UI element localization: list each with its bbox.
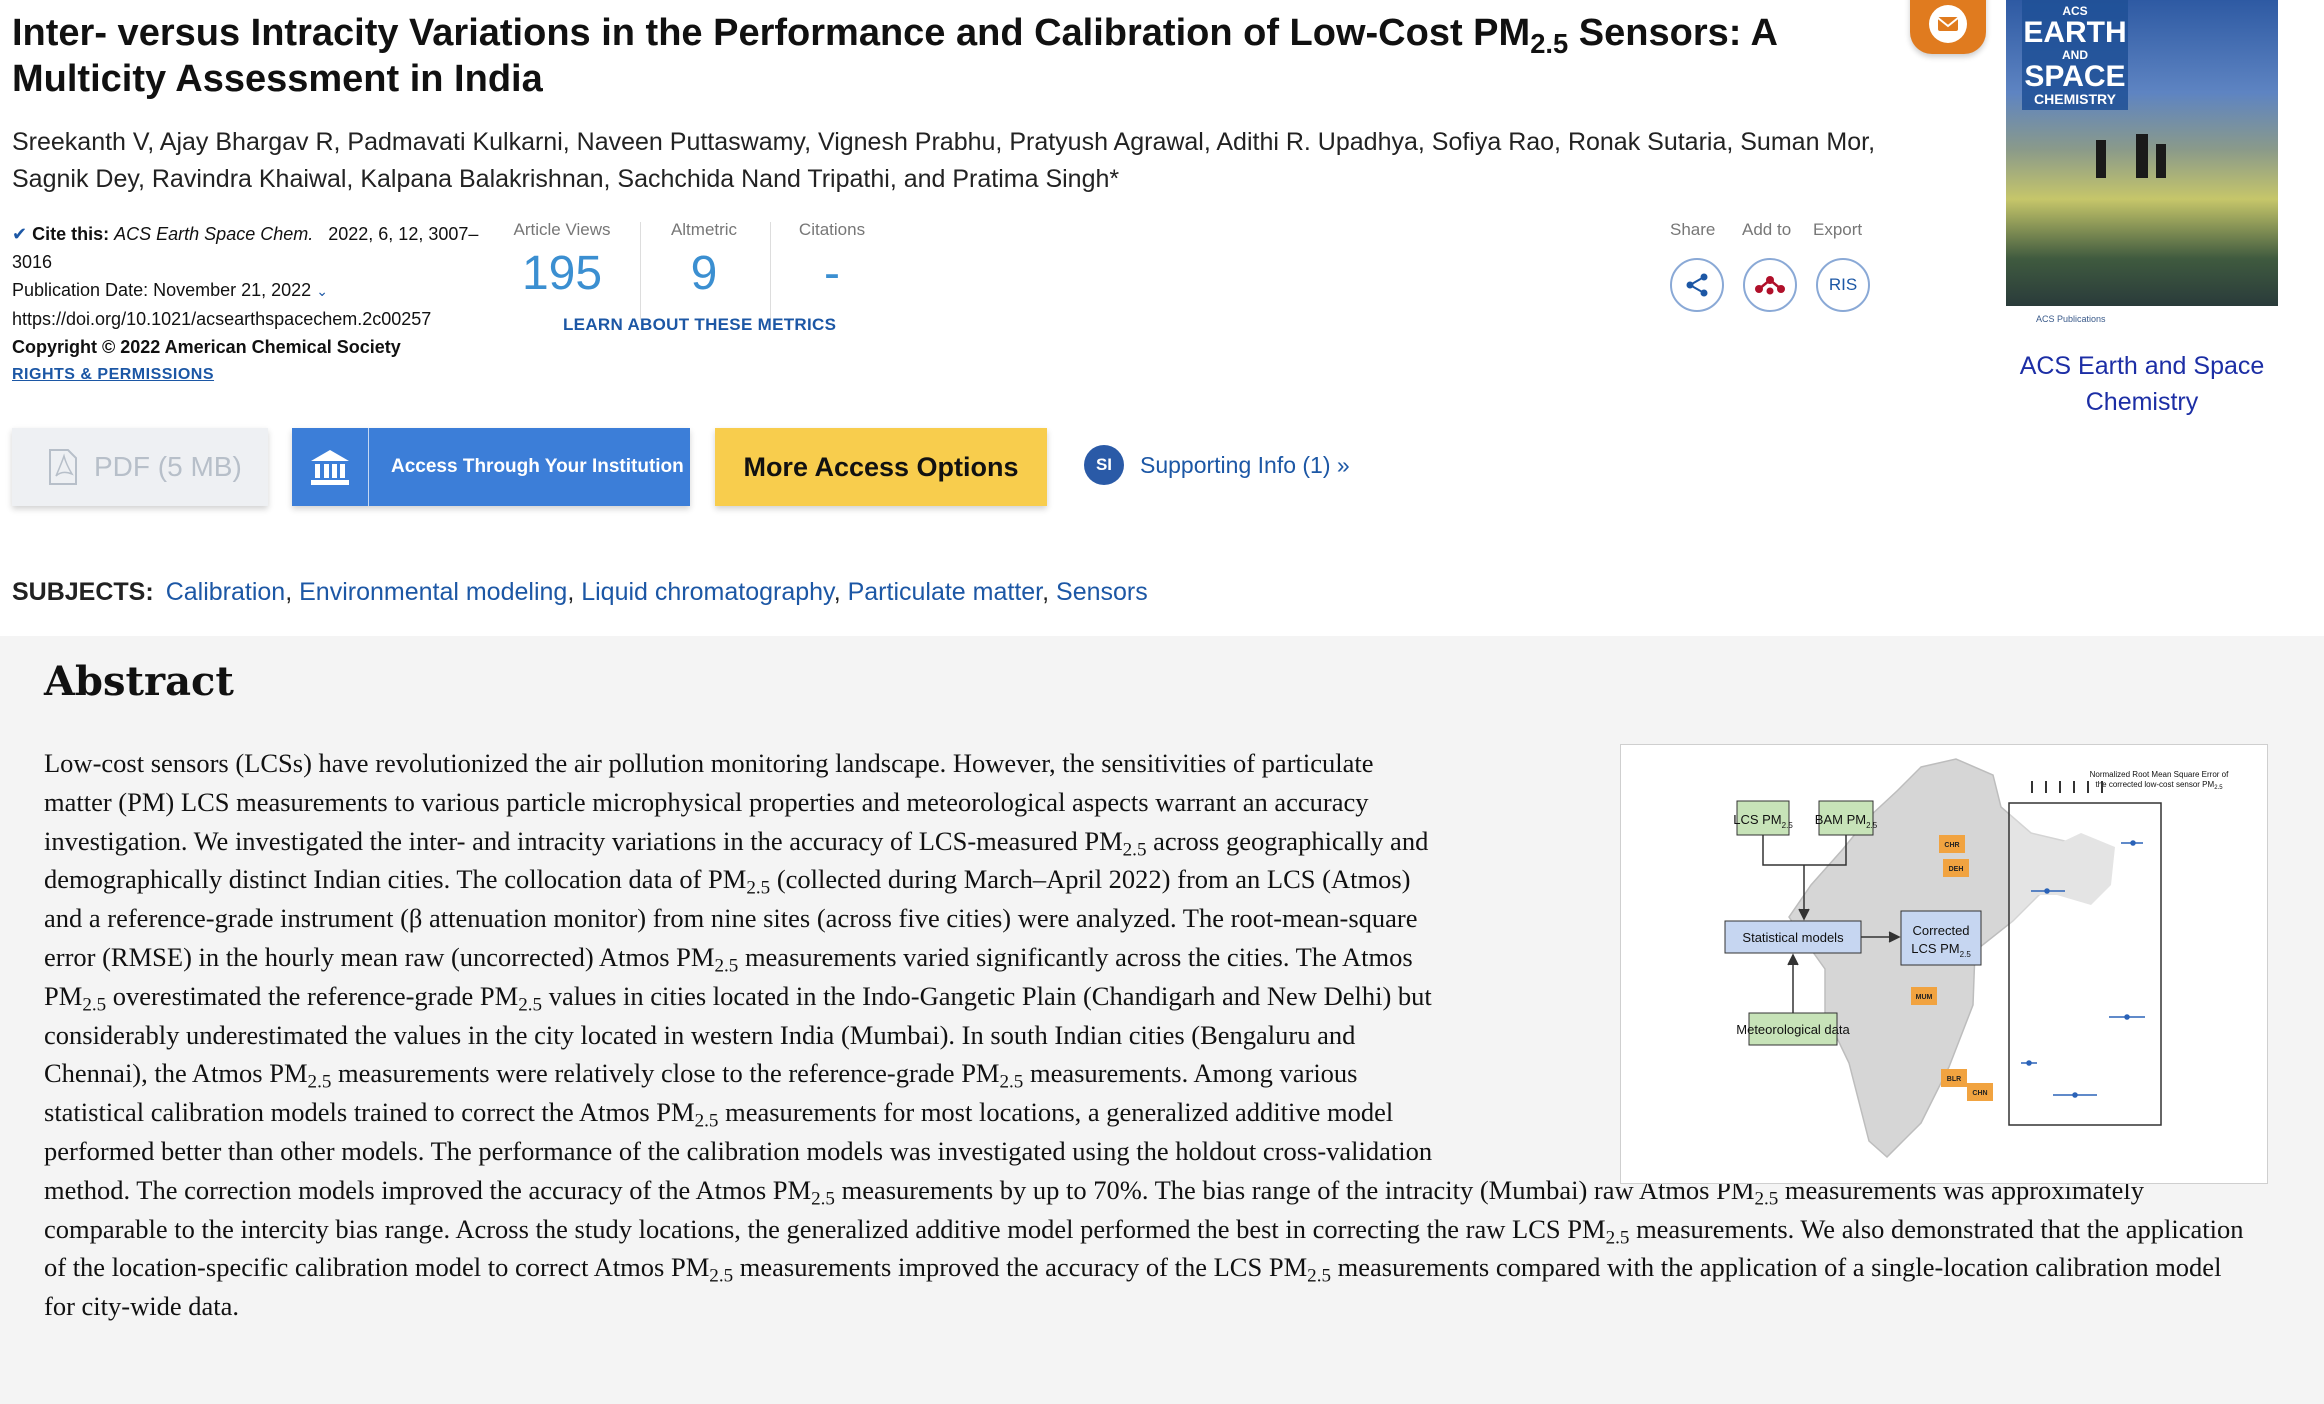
- copyright: Copyright © 2022 American Chemical Socie…: [12, 337, 401, 357]
- toc-plot-frame: [2008, 802, 2162, 1126]
- city-label: DEH: [1949, 866, 1964, 873]
- publication-date[interactable]: Publication Date: November 21, 2022: [12, 280, 312, 300]
- views-value: 195: [521, 247, 603, 300]
- toc-graphic[interactable]: Normalized Root Mean Square Error of the…: [1620, 744, 2268, 1184]
- supporting-info-label: Supporting Info (1) »: [1140, 451, 1350, 478]
- abstract-section: Abstract Low-cost sensors (LCSs) have re…: [0, 636, 2324, 1404]
- pdf-label: PDF (5 MB): [94, 451, 242, 482]
- share-label: Share: [1670, 220, 1716, 239]
- cover-acs: ACS: [2062, 4, 2088, 18]
- article-title: Inter- versus Intracity Variations in th…: [12, 12, 1777, 100]
- supporting-info-link[interactable]: SI Supporting Info (1) »: [1084, 445, 1350, 485]
- doi-link[interactable]: https://doi.org/10.1021/acsearthspaceche…: [12, 309, 432, 329]
- subjects-label: SUBJECTS:: [12, 578, 154, 606]
- city-label: CHN: [1972, 1090, 1987, 1097]
- learn-metrics-link[interactable]: LEARN ABOUT THESE METRICS: [563, 315, 837, 334]
- svg-text:LCS PM2.5: LCS PM2.5: [1911, 941, 1971, 959]
- cite-label[interactable]: Cite this:: [32, 224, 110, 244]
- toc-plot-ticks: [2031, 781, 2103, 793]
- toc-plot-title: Normalized Root Mean Square Error of: [2090, 770, 2230, 779]
- corrected-lcs-pm-label: LCS PM: [1911, 941, 1959, 956]
- city-label: BLR: [1947, 1076, 1961, 1083]
- institution-icon: [292, 428, 369, 506]
- svg-text:BAM PM2.5: BAM PM2.5: [1815, 812, 1878, 830]
- export-label: Export: [1813, 220, 1863, 239]
- workflow-arrows: [1762, 835, 1901, 1013]
- subject-link[interactable]: Liquid chromatography: [581, 578, 834, 606]
- author-list[interactable]: Sreekanth V, Ajay Bhargav R, Padmavati K…: [12, 128, 1876, 193]
- journal-name-link[interactable]: ACS Earth and Space Chemistry: [2019, 352, 2265, 416]
- toc-diagram: Normalized Root Mean Square Error of the…: [1724, 758, 2230, 1159]
- mendeley-button[interactable]: [1743, 258, 1797, 312]
- more-access-options-button[interactable]: More Access Options: [715, 428, 1047, 506]
- meteorological-data-label: Meteorological data: [1736, 1022, 1850, 1037]
- institution-access-button[interactable]: Access Through Your Institution: [292, 428, 690, 506]
- abstract-heading: Abstract: [44, 658, 234, 705]
- altmetric-value[interactable]: 9: [690, 247, 718, 300]
- cover-chemistry: CHEMISTRY: [2034, 91, 2116, 107]
- altmetric-label: Altmetric: [670, 220, 738, 239]
- bam-pm-label: BAM PM: [1815, 812, 1866, 827]
- cover-space: SPACE: [2024, 60, 2126, 93]
- cover-publisher: ACS Publications: [2006, 306, 2278, 332]
- mail-icon: [1929, 5, 1967, 43]
- metric-altmetric[interactable]: Altmetric 9: [648, 220, 760, 301]
- article-actions: Share Add to Export RIS: [1662, 220, 1872, 320]
- workflow-boxes: LCS PM2.5 BAM PM2.5 Statistical models M…: [1724, 800, 1982, 1046]
- metric-divider: [770, 222, 771, 320]
- city-markers: CHR DEH MUM BLR CHN: [1911, 835, 1993, 1101]
- si-badge: SI: [1084, 445, 1124, 485]
- share-icon: [1686, 273, 1708, 297]
- svg-text:LCS PM2.5: LCS PM2.5: [1733, 812, 1793, 830]
- cite-ref: 2022, 6, 12, 3007–3016: [12, 224, 479, 272]
- neighbour-map: [2009, 833, 2115, 905]
- citations-label: Citations: [798, 220, 866, 239]
- citations-value: -: [824, 247, 840, 300]
- pdf-button[interactable]: PDF (5 MB): [12, 428, 268, 506]
- abstract-text: Low-cost sensors (LCSs) have revolutioni…: [44, 744, 2244, 1326]
- add-to-label: Add to: [1742, 220, 1792, 239]
- cover-earth: EARTH: [2023, 16, 2127, 49]
- lcs-pm-label: LCS PM: [1733, 812, 1781, 827]
- metric-divider: [640, 222, 641, 320]
- views-label: Article Views: [513, 220, 611, 239]
- cite-journal: ACS Earth Space Chem.: [114, 224, 314, 244]
- article-header: Inter- versus Intracity Variations in th…: [0, 0, 2324, 636]
- cover-photo-figures: [2096, 134, 2166, 178]
- chevron-down-icon[interactable]: ⌄: [316, 283, 328, 299]
- cover-and: AND: [2062, 48, 2088, 62]
- subject-link[interactable]: Calibration: [165, 578, 286, 606]
- corrected-label: Corrected: [1912, 923, 1969, 938]
- subject-link[interactable]: Sensors: [1056, 578, 1148, 606]
- share-button[interactable]: [1670, 258, 1724, 312]
- subjects-row: SUBJECTS: Calibration, Environmental mode…: [12, 578, 1148, 606]
- toc-plot-title: the corrected low-cost sensor PM2.5: [2095, 780, 2223, 791]
- export-ris-button[interactable]: RIS: [1816, 258, 1870, 312]
- email-alert-button[interactable]: [1910, 0, 1986, 54]
- rights-permissions-link[interactable]: RIGHTS & PERMISSIONS: [12, 366, 215, 383]
- citation-block: ✔ Cite this: ACS Earth Space Chem. 2022,…: [12, 220, 492, 389]
- statistical-models-label: Statistical models: [1742, 930, 1844, 945]
- error-bars: [2021, 840, 2145, 1098]
- city-label: MUM: [1916, 994, 1933, 1001]
- subject-link[interactable]: Particulate matter: [847, 578, 1043, 606]
- cover-masthead: ACS EARTH AND SPACE CHEMISTRY: [2022, 0, 2128, 110]
- city-label: CHR: [1944, 842, 1959, 849]
- mendeley-icon: [1755, 276, 1785, 295]
- pdf-icon: [49, 449, 77, 485]
- subject-link[interactable]: Environmental modeling: [299, 578, 568, 606]
- metric-citations: Citations -: [780, 220, 884, 301]
- metric-views: Article Views 195: [500, 220, 624, 301]
- institution-label: Access Through Your Institution: [391, 456, 684, 477]
- cite-check-icon: ✔: [12, 224, 28, 244]
- journal-cover[interactable]: ACS EARTH AND SPACE CHEMISTRY ACS Public…: [2006, 0, 2278, 332]
